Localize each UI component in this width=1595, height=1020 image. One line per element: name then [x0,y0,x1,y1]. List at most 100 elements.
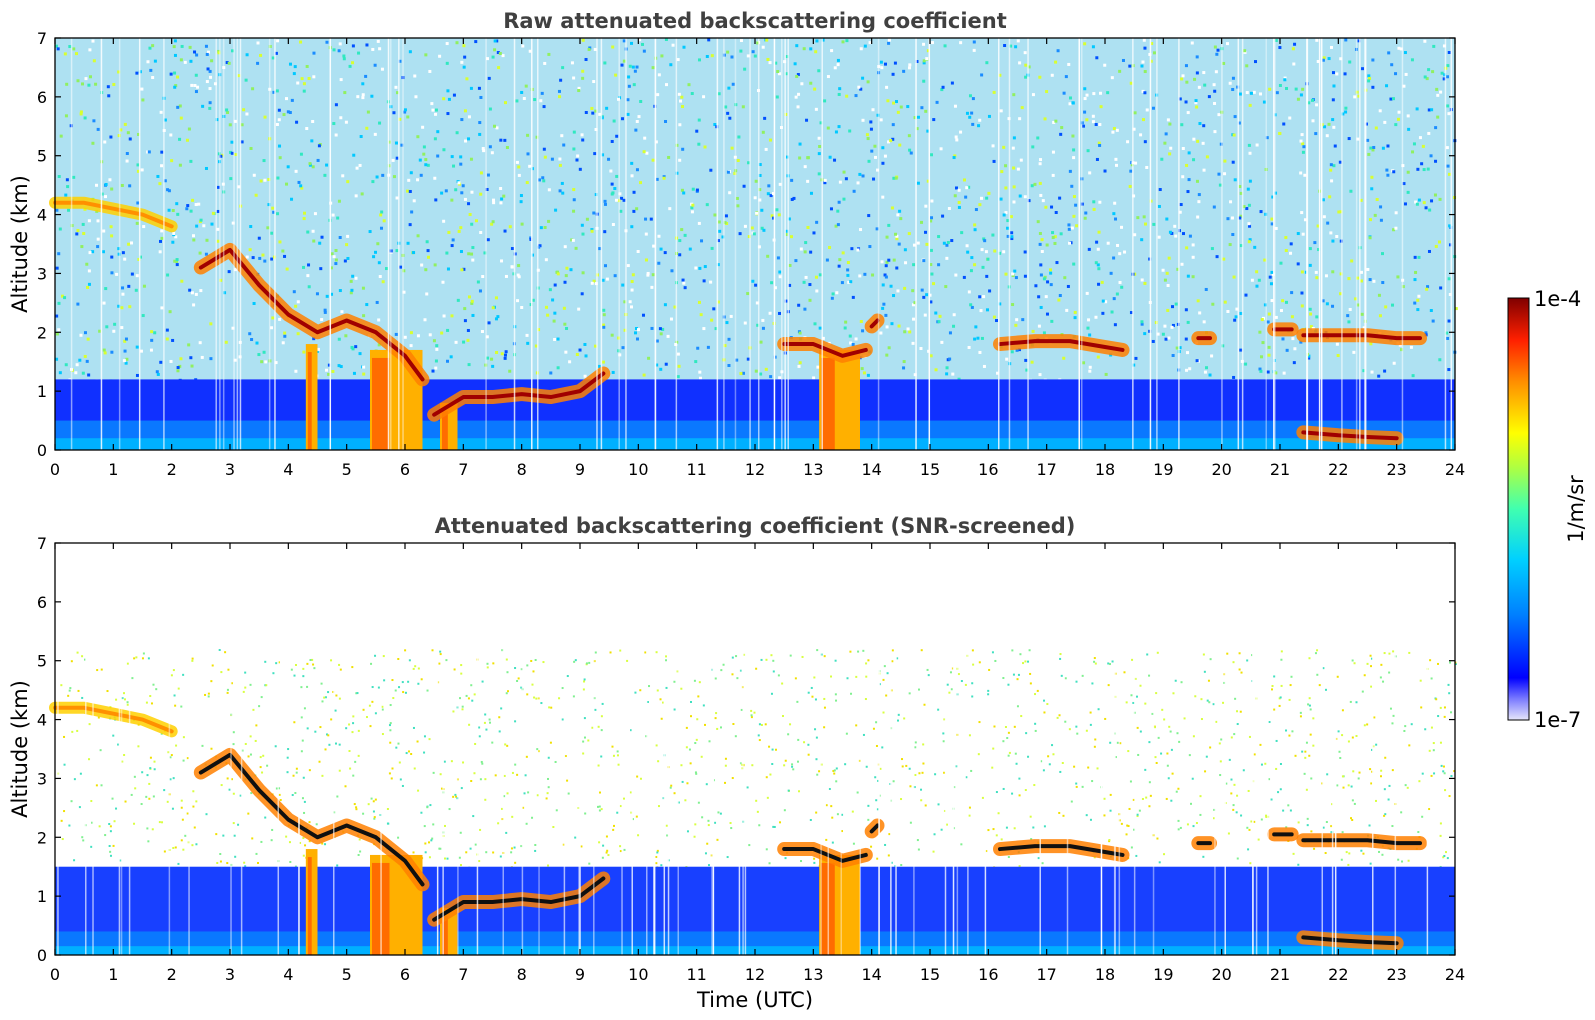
screened-speck [456,797,459,800]
screened-speck [1155,692,1158,695]
noise-speck [574,246,578,250]
noise-speck [590,106,594,110]
noise-speck [1317,248,1321,252]
screened-speck [564,755,567,758]
noise-speck [1210,354,1214,358]
noise-speck [113,322,117,326]
noise-speck [337,337,341,341]
screened-speck [1076,732,1079,735]
screened-speck [601,702,604,705]
x-tick-label: 22 [1328,460,1348,479]
noise-speck [227,61,231,65]
noise-speck [1261,341,1265,345]
screened-speck [1135,695,1138,698]
screened-speck [834,693,837,696]
screened-speck [450,760,453,763]
noise-speck [795,74,799,78]
screened-speck [988,668,991,671]
noise-speck [1239,92,1243,96]
screened-speck [670,784,673,787]
noise-speck [1179,203,1183,207]
noise-speck [494,296,498,300]
screened-speck [820,763,823,766]
noise-speck [425,292,429,296]
screened-speck [289,860,292,863]
noise-speck [702,279,706,283]
noise-speck [86,337,90,341]
noise-speck [859,47,863,51]
screened-speck [960,843,963,846]
noise-speck [274,51,278,55]
noise-speck [891,123,895,127]
noise-speck [1021,318,1025,322]
noise-speck [1097,230,1101,234]
noise-speck [1315,103,1319,107]
noise-speck [487,321,491,325]
noise-speck [602,325,606,329]
noise-speck [601,153,605,157]
noise-speck [788,263,792,267]
noise-speck [464,139,468,143]
data-gap-line [784,38,786,450]
noise-speck [251,256,255,260]
screened-speck [535,697,538,700]
screened-speck [265,684,268,687]
noise-speck [377,261,381,265]
noise-speck [1433,193,1437,197]
screened-speck [108,822,111,825]
noise-speck [563,245,567,249]
noise-speck [598,364,602,368]
x-axis-ticks: 0 1 2 3 4 5 6 7 8 9 10 11 12 13 14 15 16 17 18 19 20 21 22 23 24 [50,543,1465,984]
noise-speck [713,123,717,127]
noise-speck [83,331,87,335]
screened-speck [1183,717,1186,720]
noise-speck [930,41,934,45]
noise-speck [1031,145,1035,149]
screened-speck [180,799,183,802]
screened-speck [1236,794,1239,797]
noise-speck [564,350,568,354]
screened-speck [769,773,772,776]
screened-speck [993,725,996,728]
noise-speck [622,59,626,63]
noise-speck [806,225,810,229]
screened-speck [1059,770,1062,773]
noise-speck [837,264,841,268]
noise-speck [153,59,157,63]
noise-speck [1091,114,1095,118]
screened-speck [412,851,415,854]
noise-speck [1004,211,1008,215]
noise-speck [1142,38,1146,42]
noise-speck [817,69,821,73]
noise-speck [1134,161,1138,165]
noise-speck [1448,243,1452,247]
screened-speck [270,839,273,842]
noise-speck [559,78,563,82]
data-gap-line [402,38,404,450]
data-gap-line [890,543,892,955]
noise-speck [655,363,659,367]
noise-speck [296,300,300,304]
noise-speck [249,147,253,151]
screened-speck [1034,693,1037,696]
screened-speck [1218,742,1221,745]
noise-speck [1446,75,1450,79]
screened-speck [1353,802,1356,805]
cloud-layer [53,705,174,734]
noise-speck [731,82,735,86]
screened-speck [704,723,707,726]
noise-speck [1425,77,1429,81]
x-tick-label: 24 [1445,965,1465,984]
screened-speck [506,792,509,795]
noise-speck [861,76,865,80]
noise-speck [1012,136,1016,140]
screened-speck [1309,733,1312,736]
noise-speck [1197,85,1201,89]
screened-speck [232,731,235,734]
screened-speck [787,789,790,792]
noise-speck [833,158,837,162]
noise-speck [1132,363,1136,367]
noise-speck [338,236,342,240]
noise-speck [470,301,474,305]
screened-speck [612,828,615,831]
